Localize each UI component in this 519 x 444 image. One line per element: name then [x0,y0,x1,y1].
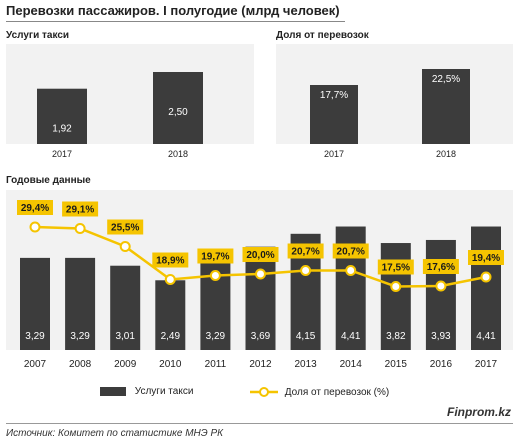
annual-panel-chart: 3,29 2007 3,29 2008 3,01 2009 2,49 2010 3,29 2011… [17,200,504,370]
share-bar-2018 [422,69,470,144]
share-label-box [377,259,414,275]
share-value-label: 19,4% [472,253,500,264]
taxi-value-label: 1,92 [52,124,72,135]
share-point-2016 [435,280,447,292]
share-value-label: 17,7% [320,90,348,101]
annual-bar-2010 [155,280,186,350]
taxi-bar-2017 [37,88,87,144]
annual-bar-value-label: 3,69 [251,331,271,342]
share-point-2010 [164,274,176,285]
annual-panel-title: Годовые данные [6,175,91,186]
annual-bar-2007 [20,257,50,350]
share-point-2015 [390,281,402,292]
share-value-label: 20,7% [291,247,319,258]
share-point-2014 [345,265,357,276]
share-tick-label: 2018 [436,149,456,159]
share-value-label: 25,5% [111,223,139,234]
annual-bar-2008 [65,257,96,350]
legend-item-share: Доля от перевозок (%) [250,386,389,398]
annual-tick-label: 2010 [159,359,182,370]
share-value-label: 29,4% [21,203,49,214]
brand-logo-text: Finprom.kz [446,405,511,419]
annual-bar-2012 [245,246,276,350]
share-value-label: 17,6% [427,262,455,273]
share-label-box [287,243,324,259]
share-label-box [332,243,369,259]
taxi-panel-chart: 1,92 2017 2,50 2018 [37,72,203,159]
taxi-bar-2018 [153,72,203,144]
annual-tick-label: 2015 [385,359,408,370]
share-label-box [242,247,279,262]
taxi-tick-label: 2017 [52,149,72,159]
legend-label-share: Доля от перевозок (%) [284,386,390,398]
annual-tick-label: 2007 [24,359,47,370]
annual-bar-value-label: 2,49 [161,331,181,342]
share-label-box [152,252,189,268]
annual-bar-2017 [471,226,501,350]
share-value-label: 29,1% [66,205,94,216]
annual-bar-value-label: 3,29 [25,331,45,342]
annual-bar-value-label: 4,41 [341,331,361,342]
annual-bar-value-label: 3,93 [431,331,451,342]
annual-bar-value-label: 4,15 [296,331,316,342]
share-label-box [107,219,144,235]
annual-bar-value-label: 3,29 [70,331,90,342]
share-value-label: 20,0% [246,250,274,261]
taxi-value-label: 2,50 [168,107,188,118]
share-point-2012 [255,268,266,280]
annual-bar-2016 [425,239,456,350]
legend-label-taxi: Услуги такси [134,386,194,397]
annual-bar-value-label: 3,82 [386,331,406,342]
share-value-label: 18,9% [156,256,184,267]
legend-item-taxi: Услуги такси [100,386,193,397]
share-point-2017 [480,271,492,283]
annual-tick-label: 2016 [430,359,453,370]
annual-bar-2009 [110,265,141,350]
share-label-box [62,201,99,217]
share-point-2011 [209,270,221,281]
annual-bar-value-label: 4,41 [476,331,496,342]
taxi-tick-label: 2018 [168,149,188,159]
annual-tick-label: 2008 [69,359,92,370]
legend-swatch-line [250,387,278,397]
share-point-2008 [74,223,86,234]
annual-tick-label: 2011 [205,359,227,370]
share-panel-chart: 17,7% 2017 22,5% 2018 [310,69,470,159]
share-value-label: 20,7% [337,247,365,258]
share-label-box [468,250,504,265]
legend-swatch-bar [100,387,126,396]
annual-tick-label: 2014 [340,359,363,370]
share-label-box [197,248,234,264]
annual-tick-label: 2017 [475,359,498,370]
taxi-panel-title: Услуги такси [6,30,70,41]
annual-tick-label: 2012 [249,359,272,370]
annual-bar-value-label: 3,29 [206,331,226,342]
annual-bar-value-label: 3,01 [115,331,135,342]
source-note: Источник: Комитет по статистике МНЭ РК [6,428,224,439]
share-value-label: 17,5% [382,263,410,274]
share-value-label: 19,7% [201,252,229,263]
footer-rule [6,423,513,424]
share-label-box [422,259,459,274]
share-tick-label: 2017 [324,149,344,159]
share-point-2007 [29,221,41,233]
share-point-2009 [119,241,131,252]
title-underline [6,21,345,22]
annual-tick-label: 2013 [294,359,317,370]
annual-tick-label: 2009 [114,359,137,370]
share-value-label: 22,5% [432,74,460,85]
share-point-2013 [300,265,312,276]
share-label-box [17,200,53,215]
share-bar-2017 [310,85,358,144]
share-panel-title: Доля от перевозок [276,30,369,41]
page-title: Перевозки пассажиров. I полугодие (млрд … [6,3,340,18]
